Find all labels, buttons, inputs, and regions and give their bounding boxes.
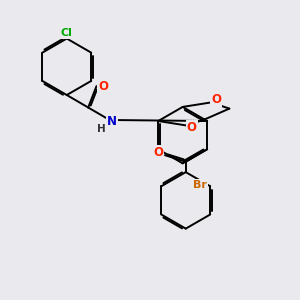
Text: Br: Br [193, 180, 207, 190]
Text: N: N [107, 115, 117, 128]
Text: H: H [98, 124, 106, 134]
Text: O: O [187, 122, 197, 134]
Text: O: O [98, 80, 108, 93]
Text: O: O [153, 146, 164, 159]
Text: O: O [211, 93, 221, 106]
Text: Cl: Cl [61, 28, 73, 38]
